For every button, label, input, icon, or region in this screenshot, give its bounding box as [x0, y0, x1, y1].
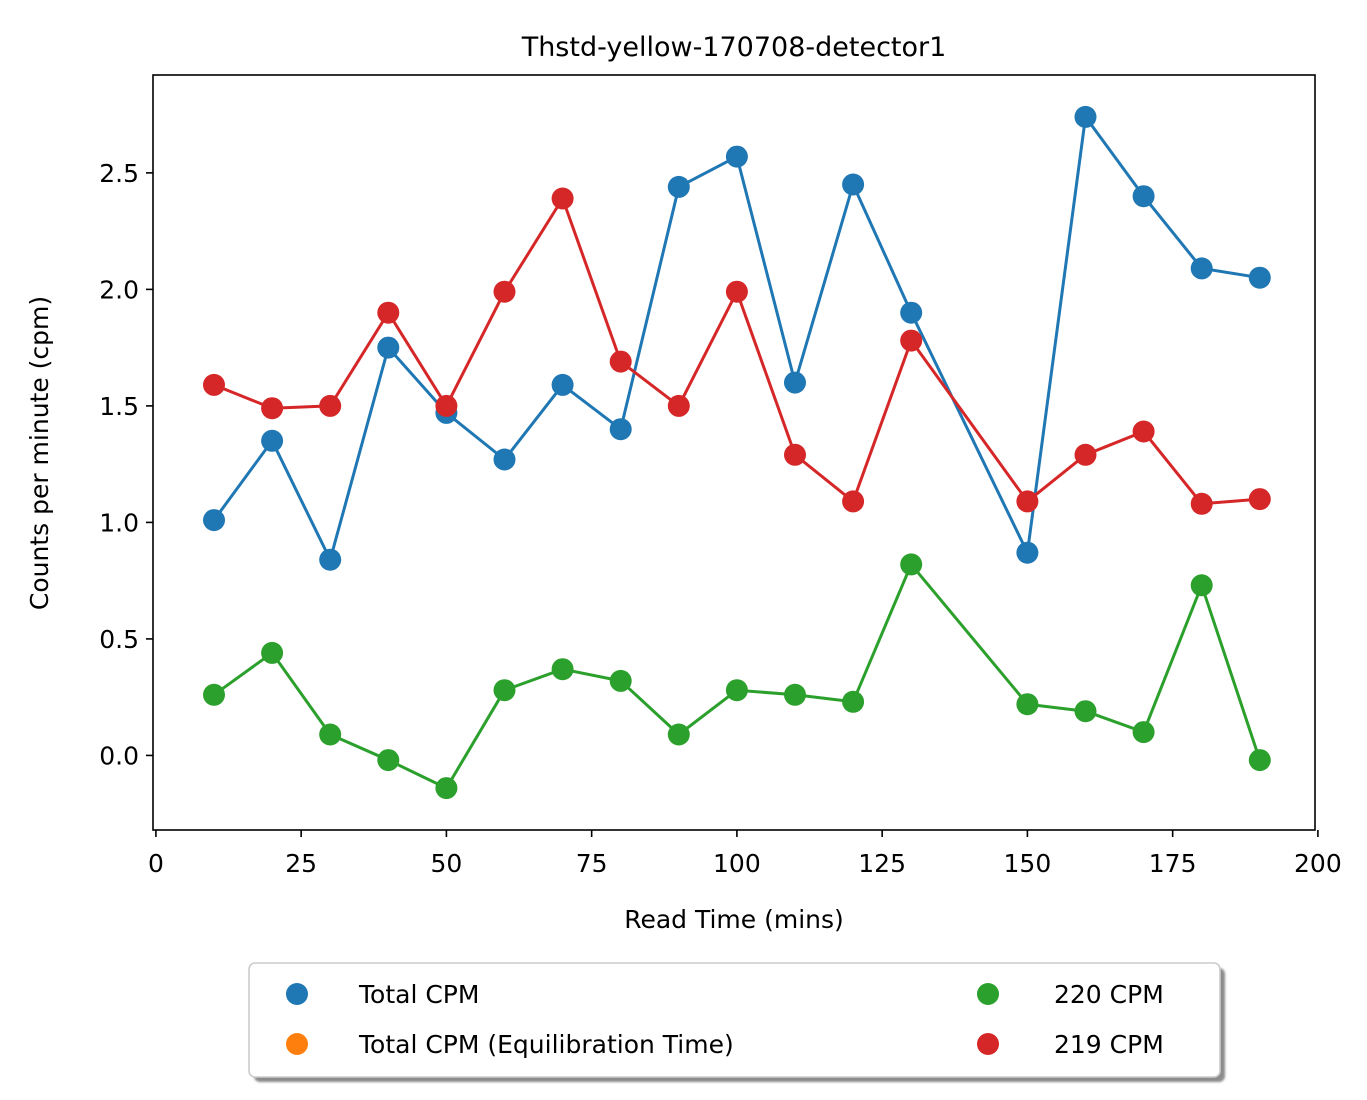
data-point-220-cpm	[203, 683, 225, 706]
data-point-220-cpm	[667, 723, 690, 746]
legend-label-total-cpm: Total CPM	[358, 980, 479, 1009]
data-point-219-cpm	[1016, 490, 1039, 513]
x-tick-label: 200	[1294, 849, 1342, 878]
data-point-total-cpm	[725, 145, 748, 168]
chart-title: Thstd-yellow-170708-detector1	[521, 32, 947, 63]
data-point-total-cpm	[842, 173, 865, 196]
y-tick-label: 1.5	[99, 392, 139, 421]
series-line-219-cpm	[213, 197, 1260, 506]
x-tick-label: 100	[713, 849, 761, 878]
data-point-219-cpm	[609, 350, 632, 373]
data-point-220-cpm	[725, 679, 748, 702]
data-point-total-cpm	[1074, 105, 1097, 128]
series-line-total-cpm	[212, 115, 1261, 562]
data-point-219-cpm	[203, 373, 225, 396]
data-point-220-cpm	[1190, 574, 1213, 597]
x-tick-label: 150	[1004, 849, 1052, 878]
x-tick-label: 0	[148, 849, 164, 878]
series-layer	[203, 105, 1271, 800]
data-point-220-cpm	[261, 641, 284, 664]
x-tick-label: 25	[285, 849, 317, 878]
legend-marker-220-cpm	[977, 983, 999, 1005]
data-point-220-cpm	[900, 553, 923, 576]
data-point-220-cpm	[435, 777, 458, 800]
data-point-220-cpm	[784, 683, 806, 706]
plot-area-frame	[152, 74, 1316, 831]
data-point-total-cpm	[784, 371, 806, 394]
legend-label-220-cpm: 220 CPM	[1054, 980, 1164, 1009]
y-axis-ticks: 0.0 0.5 1.0 1.5 2.0 2.5	[99, 159, 153, 770]
data-point-219-cpm	[1074, 443, 1097, 466]
data-point-total-cpm	[261, 429, 284, 452]
legend-marker-total-cpm	[286, 983, 308, 1005]
data-point-total-cpm	[319, 548, 342, 571]
legend: Total CPM Total CPM (Equilibration Time)…	[248, 962, 1225, 1082]
legend-marker-equilibration	[286, 1033, 308, 1055]
y-tick-label: 0.0	[99, 741, 139, 770]
series-line-220-cpm	[213, 562, 1262, 790]
data-point-220-cpm	[609, 669, 632, 692]
data-point-219-cpm	[725, 280, 748, 303]
data-point-total-cpm	[551, 373, 574, 396]
data-point-total-cpm	[1248, 266, 1271, 289]
data-point-219-cpm	[319, 394, 342, 417]
data-point-total-cpm	[1190, 257, 1213, 280]
y-tick-label: 2.0	[99, 275, 139, 304]
legend-label-equilibration: Total CPM (Equilibration Time)	[358, 1030, 734, 1059]
data-point-220-cpm	[1248, 749, 1271, 772]
data-point-total-cpm	[1132, 185, 1155, 208]
y-axis-label: Counts per minute (cpm)	[25, 296, 54, 610]
data-point-219-cpm	[435, 394, 458, 417]
data-point-219-cpm	[261, 397, 284, 420]
data-point-220-cpm	[842, 690, 865, 713]
data-point-total-cpm	[609, 418, 632, 441]
data-point-total-cpm	[667, 175, 690, 198]
data-point-219-cpm	[1248, 488, 1271, 511]
data-point-219-cpm	[842, 490, 865, 513]
x-tick-label: 50	[430, 849, 462, 878]
legend-label-219-cpm: 219 CPM	[1054, 1030, 1164, 1059]
x-tick-label: 75	[576, 849, 608, 878]
data-point-219-cpm	[1132, 420, 1155, 443]
data-point-219-cpm	[900, 329, 923, 352]
data-point-219-cpm	[493, 280, 516, 303]
y-tick-label: 2.5	[99, 159, 139, 188]
data-point-219-cpm	[377, 301, 400, 324]
x-axis-ticks: 0 25 50 75 100 125 150 175 200	[148, 830, 1342, 878]
legend-box	[248, 962, 1221, 1078]
y-tick-label: 0.5	[99, 625, 139, 654]
data-point-220-cpm	[551, 658, 574, 681]
y-tick-label: 1.0	[99, 508, 139, 537]
data-point-220-cpm	[319, 723, 342, 746]
series-219-cpm	[203, 187, 1271, 515]
series-total-cpm	[203, 105, 1271, 571]
x-tick-label: 125	[858, 849, 906, 878]
data-point-total-cpm	[203, 509, 225, 532]
data-point-219-cpm	[551, 187, 574, 210]
data-point-220-cpm	[1074, 700, 1097, 723]
x-tick-label: 175	[1149, 849, 1197, 878]
data-point-total-cpm	[900, 301, 923, 324]
data-point-220-cpm	[493, 679, 516, 702]
data-point-total-cpm	[1016, 541, 1039, 564]
legend-marker-219-cpm	[977, 1033, 999, 1055]
data-point-total-cpm	[377, 336, 400, 359]
data-point-219-cpm	[667, 394, 690, 417]
data-point-220-cpm	[1016, 693, 1039, 716]
data-point-220-cpm	[377, 749, 400, 772]
data-point-219-cpm	[784, 443, 806, 466]
x-axis-label: Read Time (mins)	[624, 905, 844, 934]
data-point-total-cpm	[493, 448, 516, 471]
data-point-219-cpm	[1190, 492, 1213, 515]
series-220-cpm	[203, 553, 1271, 800]
data-point-220-cpm	[1132, 721, 1155, 744]
